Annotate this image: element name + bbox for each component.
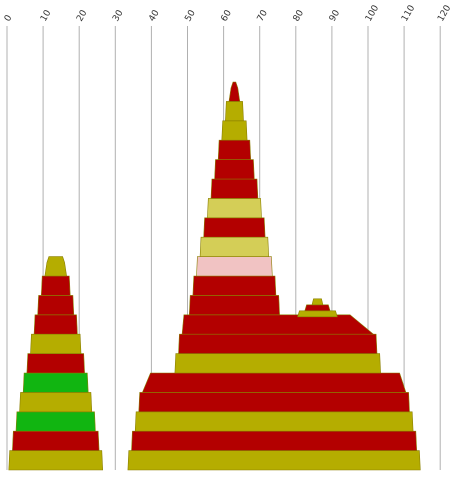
x-tick-label-80: 80 bbox=[292, 8, 307, 23]
band-2-0 bbox=[297, 310, 338, 318]
x-tick-label-90: 90 bbox=[328, 8, 343, 23]
band-1-5 bbox=[174, 353, 381, 374]
band-1-3 bbox=[138, 392, 410, 413]
x-tick-label-40: 40 bbox=[147, 8, 162, 23]
x-tick-label-110: 110 bbox=[400, 3, 417, 23]
band-0-0 bbox=[8, 450, 104, 471]
x-tick-label-50: 50 bbox=[183, 8, 198, 23]
band-1-6 bbox=[178, 333, 378, 354]
band-1-4 bbox=[141, 372, 407, 393]
band-0-2 bbox=[15, 411, 96, 432]
band-0-5 bbox=[26, 353, 85, 374]
band-0-6 bbox=[30, 333, 82, 354]
band-1-12 bbox=[203, 217, 266, 238]
band-1-10 bbox=[196, 256, 273, 277]
x-tick-label-10: 10 bbox=[39, 8, 54, 23]
band-1-15 bbox=[214, 159, 255, 180]
shape-0 bbox=[8, 256, 104, 471]
band-1-1 bbox=[131, 430, 418, 451]
x-tick-label-30: 30 bbox=[111, 8, 126, 23]
band-1-8 bbox=[188, 295, 280, 316]
x-tick-label-70: 70 bbox=[256, 8, 271, 23]
band-1-16 bbox=[217, 139, 252, 160]
band-1-14 bbox=[210, 178, 259, 199]
band-1-18 bbox=[225, 101, 244, 122]
x-tick-label-60: 60 bbox=[220, 8, 235, 23]
band-1-7 bbox=[181, 314, 375, 335]
x-tick-label-0: 0 bbox=[3, 13, 15, 23]
x-tick-label-20: 20 bbox=[75, 8, 90, 23]
band-1-9 bbox=[192, 275, 277, 296]
band-0-9 bbox=[40, 275, 71, 296]
band-1-11 bbox=[199, 236, 270, 257]
x-tick-label-120: 120 bbox=[436, 3, 452, 23]
band-0-4 bbox=[22, 372, 89, 393]
x-tick-label-100: 100 bbox=[364, 3, 381, 23]
band-1-13 bbox=[207, 198, 262, 219]
band-1-0 bbox=[127, 450, 421, 471]
band-0-10 bbox=[44, 256, 67, 277]
band-0-1 bbox=[12, 430, 100, 451]
shape-1 bbox=[127, 81, 421, 471]
band-0-8 bbox=[37, 295, 75, 316]
x-tick-labels: 0 10 20 30 40 50 60 70 80 90 100 110 120 bbox=[3, 3, 452, 23]
band-2-2 bbox=[311, 298, 324, 306]
band-1-2 bbox=[134, 411, 414, 432]
band-0-3 bbox=[19, 392, 93, 413]
band-0-7 bbox=[33, 314, 78, 335]
shape-2 bbox=[297, 298, 338, 318]
chart-bands bbox=[8, 81, 421, 471]
band-1-17 bbox=[221, 120, 248, 141]
band-2-1 bbox=[304, 304, 331, 312]
band-1-19 bbox=[228, 81, 241, 102]
